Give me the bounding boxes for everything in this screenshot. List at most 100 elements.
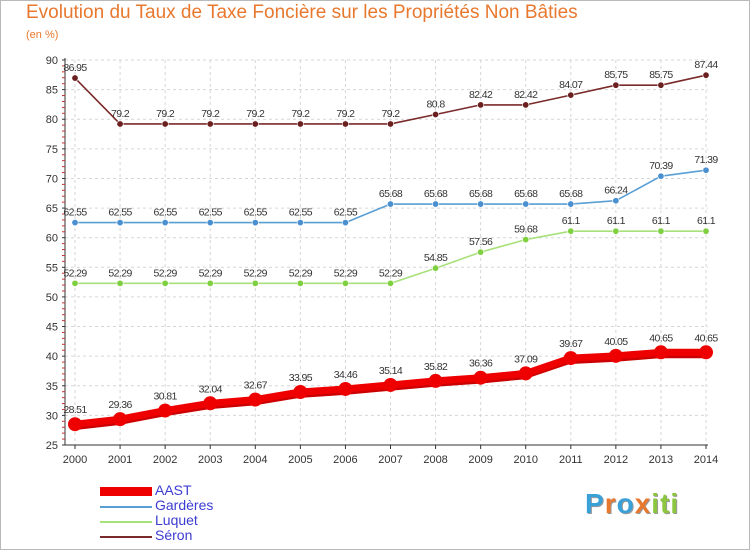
data-point (203, 396, 218, 411)
data-point (341, 279, 349, 287)
data-label: 36.36 (469, 358, 493, 370)
data-point (71, 279, 79, 287)
data-point (206, 120, 214, 128)
data-point (161, 219, 169, 227)
data-label: 32.67 (244, 380, 268, 392)
legend-item: Séron (100, 527, 300, 544)
data-label: 35.82 (424, 361, 448, 373)
data-label: 79.2 (201, 108, 220, 120)
x-tick-label: 2007 (378, 454, 402, 466)
y-tick-label: 75 (46, 144, 58, 156)
data-point (338, 381, 353, 396)
data-point (567, 200, 575, 208)
logo-letter: i (670, 488, 680, 519)
data-point (296, 219, 304, 227)
data-label: 62.55 (289, 207, 313, 219)
data-label: 33.95 (289, 372, 313, 384)
data-point (293, 384, 308, 399)
x-tick-label: 2010 (513, 454, 537, 466)
data-label: 82.42 (514, 89, 538, 101)
data-label: 87.44 (694, 59, 718, 71)
data-point (206, 279, 214, 287)
data-point (206, 219, 214, 227)
data-label: 37.09 (514, 353, 538, 365)
data-label: 34.46 (334, 369, 358, 381)
legend-label: Gardères (155, 497, 214, 513)
data-point (477, 101, 485, 109)
y-tick-label: 60 (46, 233, 58, 245)
data-point (612, 81, 620, 89)
data-point (71, 74, 79, 82)
legend-item: AAST (100, 482, 300, 499)
data-label: 28.51 (63, 404, 87, 416)
data-point (473, 370, 488, 385)
legend-label: Luquet (155, 512, 198, 528)
x-tick-label: 2001 (108, 454, 132, 466)
y-tick-label: 65 (46, 203, 58, 215)
data-point (432, 200, 440, 208)
data-point (383, 377, 398, 392)
y-tick-label: 40 (46, 351, 58, 363)
legend-swatch (100, 506, 152, 508)
legend-label: AAST (155, 482, 192, 498)
data-label: 65.68 (559, 188, 583, 200)
data-point (657, 81, 665, 89)
data-label: 40.65 (649, 332, 673, 344)
data-label: 79.2 (111, 108, 130, 120)
x-tick-label: 2011 (559, 454, 583, 466)
data-label: 79.2 (291, 108, 310, 120)
data-point (702, 227, 710, 235)
legend-swatch (100, 521, 152, 523)
y-tick-label: 90 (46, 55, 58, 67)
data-label: 40.05 (604, 336, 628, 348)
data-label: 79.2 (156, 108, 175, 120)
data-label: 65.68 (424, 188, 448, 200)
data-point (248, 392, 263, 407)
data-point (251, 279, 259, 287)
data-label: 52.29 (108, 267, 132, 279)
proxiti-logo: Proxiti (585, 488, 679, 520)
x-tick-label: 2002 (153, 454, 177, 466)
x-tick-label: 2009 (468, 454, 492, 466)
data-point (702, 166, 710, 174)
data-label: 40.65 (694, 332, 718, 344)
data-label: 66.24 (604, 185, 628, 197)
data-label: 62.55 (108, 207, 132, 219)
data-point (386, 279, 394, 287)
data-label: 52.29 (334, 267, 358, 279)
data-point (477, 248, 485, 256)
data-point (341, 120, 349, 128)
data-point (608, 348, 623, 363)
y-tick-label: 85 (46, 85, 58, 97)
data-point (657, 227, 665, 235)
x-tick-label: 2003 (198, 454, 222, 466)
data-point (68, 417, 82, 432)
data-point (477, 200, 485, 208)
data-label: 52.29 (244, 267, 268, 279)
data-label: 65.68 (379, 188, 403, 200)
x-tick-label: 2005 (288, 454, 312, 466)
legend-swatch (100, 487, 152, 496)
data-label: 32.04 (199, 383, 223, 395)
data-point (71, 219, 79, 227)
data-label: 59.68 (514, 224, 538, 236)
data-point (432, 110, 440, 118)
data-label: 57.56 (469, 236, 493, 248)
legend-label: Séron (155, 527, 193, 543)
data-point (386, 200, 394, 208)
data-label: 52.29 (154, 267, 178, 279)
data-label: 61.1 (652, 215, 671, 227)
x-tick-label: 2014 (694, 454, 718, 466)
x-tick-label: 2013 (649, 454, 673, 466)
data-label: 84.07 (559, 79, 583, 91)
data-point (432, 264, 440, 272)
y-tick-label: 80 (46, 114, 58, 126)
data-point (699, 345, 713, 360)
data-label: 52.29 (199, 267, 223, 279)
data-label: 79.2 (246, 108, 265, 120)
data-point (522, 236, 530, 244)
data-label: 39.67 (559, 338, 583, 350)
data-point (341, 219, 349, 227)
data-label: 29.36 (108, 399, 132, 411)
